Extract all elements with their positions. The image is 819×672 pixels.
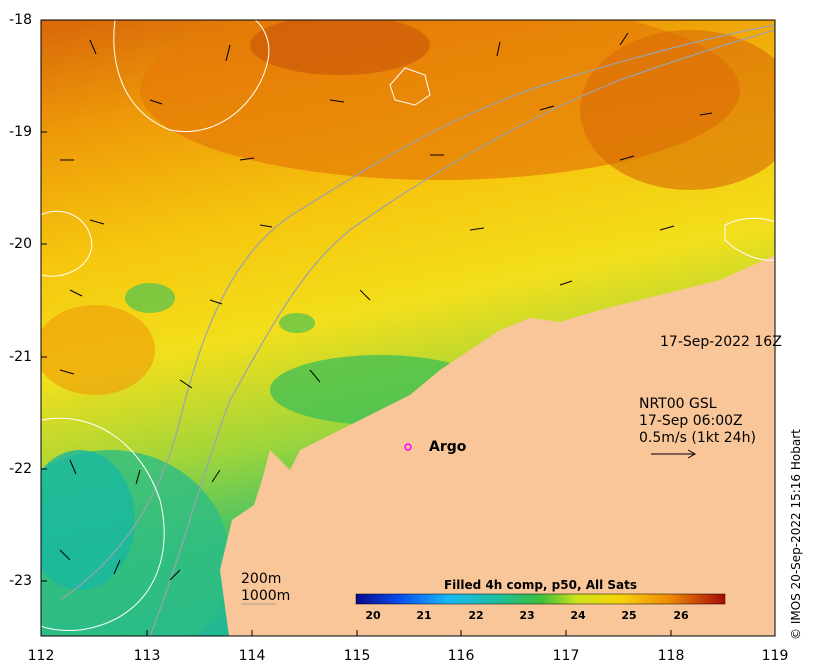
colorbar-tick-label: 26 (673, 609, 689, 622)
current-scale-label: 0.5m/s (1kt 24h) (639, 430, 756, 446)
y-tick-label: -23 (9, 573, 32, 589)
warm-water-patch (250, 20, 430, 75)
date-label: 17-Sep-2022 16Z (660, 334, 782, 350)
y-tick-label: -20 (9, 236, 32, 252)
colorbar-tick-label: 21 (416, 609, 432, 622)
cool-water-patch (125, 283, 175, 313)
colorbar-tick-label: 25 (621, 609, 637, 622)
current-time-label: 17-Sep 06:00Z (639, 413, 743, 429)
y-tick-label: -22 (9, 461, 32, 477)
colorbar-tick-label: 22 (468, 609, 484, 622)
isobath-1000m-label: 1000m (241, 588, 291, 604)
isobath-200m (59, 24, 775, 601)
credit-text: © IMOS 20-Sep-2022 15:16 Hobart (789, 429, 803, 640)
cool-water-patch (279, 313, 315, 333)
current-source-label: NRT00 GSL (639, 396, 717, 412)
x-tick-label: 114 (238, 648, 266, 664)
australia-land (220, 255, 775, 636)
warm-water-patch (580, 30, 775, 190)
x-tick-label: 117 (552, 648, 580, 664)
sst-contour (724, 217, 775, 261)
sst-contour (389, 67, 431, 106)
map-plot-area (41, 20, 775, 636)
x-tick-label: 115 (343, 648, 371, 664)
y-tick-label: -18 (9, 12, 32, 28)
sst-contour (113, 20, 270, 132)
x-tick-label: 113 (133, 648, 161, 664)
colorbar (355, 593, 726, 605)
x-tick-label: 119 (761, 648, 789, 664)
colorbar-title: Filled 4h comp, p50, All Sats (443, 578, 638, 592)
y-tick-label: -21 (9, 349, 32, 365)
sst-contour (41, 417, 165, 631)
sst-contour (41, 210, 93, 277)
colorbar-tick-label: 20 (365, 609, 381, 622)
x-tick-label: 118 (657, 648, 685, 664)
x-tick-label: 116 (447, 648, 475, 664)
argo-label: Argo (429, 439, 467, 455)
warm-water-patch (41, 305, 155, 395)
colorbar-tick-label: 23 (519, 609, 535, 622)
current-vectors (59, 32, 713, 581)
current-scale-arrow-icon (651, 449, 697, 459)
axis-ticks (41, 19, 672, 636)
plot-border (40, 19, 776, 637)
isobath-200m-label: 200m (241, 571, 282, 587)
x-tick-label: 112 (27, 648, 55, 664)
colorbar-tick-label: 24 (570, 609, 586, 622)
argo-marker-icon (404, 443, 412, 451)
y-tick-label: -19 (9, 124, 32, 140)
isobath-1000m (149, 29, 775, 636)
